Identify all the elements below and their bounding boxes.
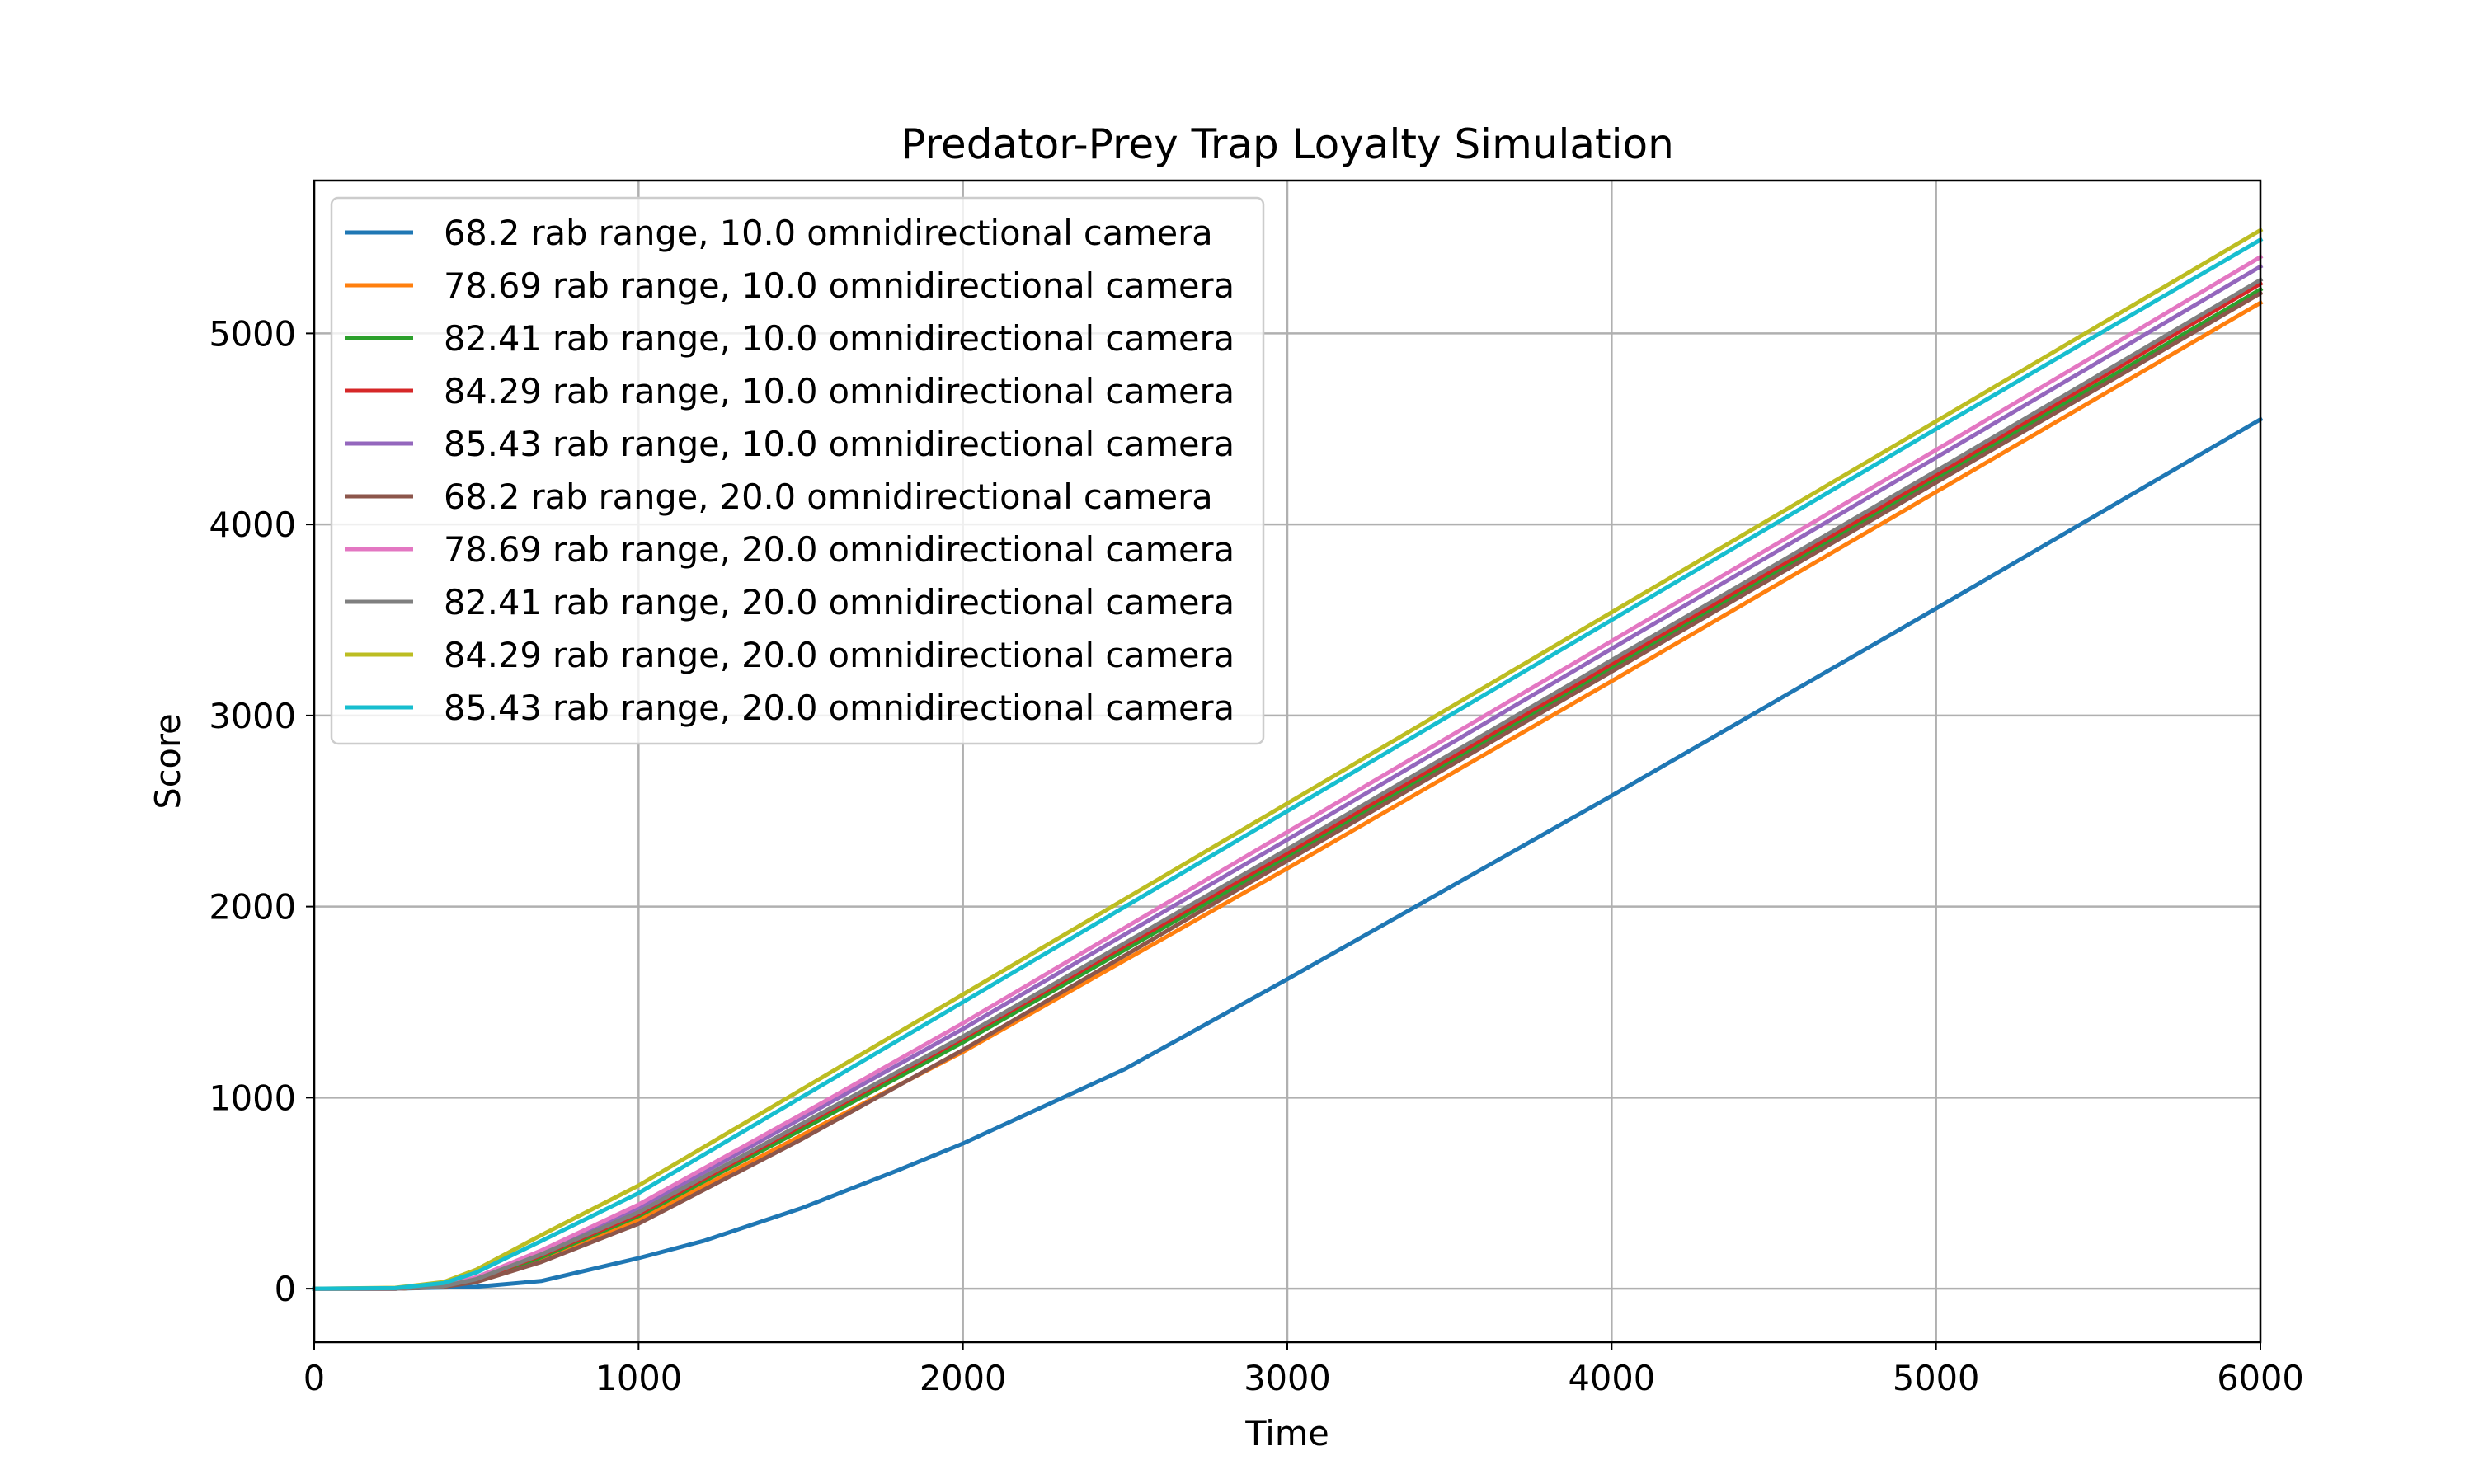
x-tick-label: 2000 xyxy=(920,1358,1007,1398)
x-tick-label: 5000 xyxy=(1893,1358,1980,1398)
legend-label: 85.43 rab range, 20.0 omnidirectional ca… xyxy=(444,688,1235,728)
y-axis-label: Score xyxy=(148,713,188,809)
y-tick-label: 2000 xyxy=(209,887,296,928)
y-tick-label: 1000 xyxy=(209,1078,296,1118)
x-tick-label: 4000 xyxy=(1569,1358,1656,1398)
x-axis-label: Time xyxy=(1244,1413,1329,1453)
legend: 68.2 rab range, 10.0 omnidirectional cam… xyxy=(330,196,1265,745)
y-tick-label: 5000 xyxy=(209,313,296,354)
series-line-8 xyxy=(312,277,2264,1291)
legend-label: 68.2 rab range, 10.0 omnidirectional cam… xyxy=(444,213,1213,253)
x-tick-label: 0 xyxy=(303,1358,325,1398)
plot-lines xyxy=(312,227,2264,1291)
legend-label: 78.69 rab range, 20.0 omnidirectional ca… xyxy=(444,529,1235,570)
y-tick-label: 4000 xyxy=(209,505,296,545)
y-tick-label: 3000 xyxy=(209,696,296,736)
x-tick-label: 3000 xyxy=(1244,1358,1331,1398)
series-line-1 xyxy=(312,416,2264,1291)
legend-label: 82.41 rab range, 10.0 omnidirectional ca… xyxy=(444,318,1235,359)
series-line-10 xyxy=(312,237,2264,1291)
ticks: 0 1000 2000 3000 4000 5000 6000 0 1000 2000 3000 40… xyxy=(209,313,2303,1398)
legend-label: 84.29 rab range, 20.0 omnidirectional ca… xyxy=(444,635,1235,675)
legend-label: 78.69 rab range, 10.0 omnidirectional ca… xyxy=(444,265,1235,306)
x-tick-label: 1000 xyxy=(595,1358,683,1398)
y-tick-label: 0 xyxy=(275,1269,296,1309)
legend-label: 68.2 rab range, 20.0 omnidirectional cam… xyxy=(444,477,1213,517)
chart-title: Predator-Prey Trap Loyalty Simulation xyxy=(901,120,1674,168)
legend-label: 82.41 rab range, 20.0 omnidirectional ca… xyxy=(444,582,1235,622)
legend-label: 84.29 rab range, 10.0 omnidirectional ca… xyxy=(444,371,1235,411)
legend-label: 85.43 rab range, 10.0 omnidirectional ca… xyxy=(444,424,1235,464)
x-tick-label: 6000 xyxy=(2217,1358,2304,1398)
legend-box xyxy=(330,196,1265,745)
